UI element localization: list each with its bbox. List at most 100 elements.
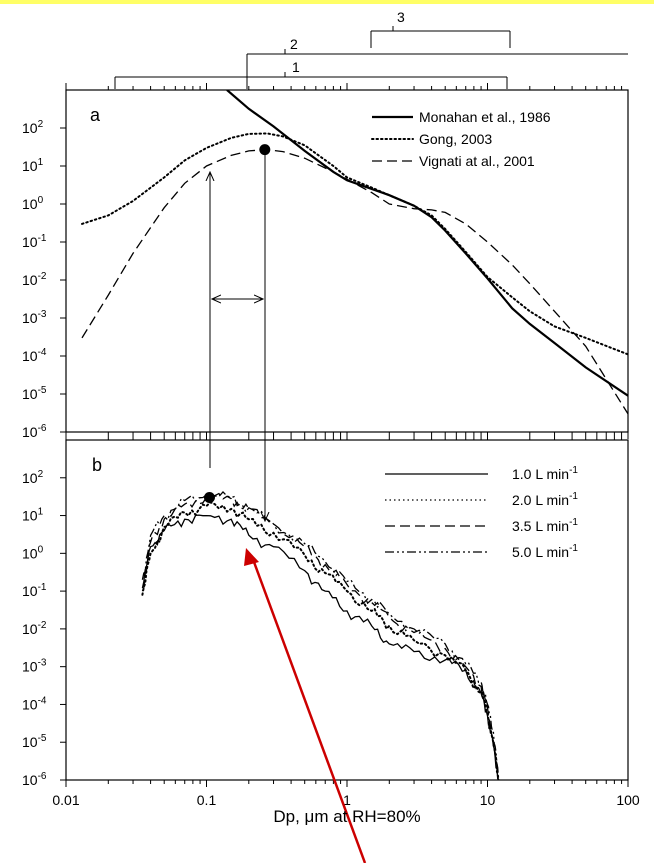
x-axis-title: Dp, μm at RH=80% bbox=[273, 807, 420, 826]
legend-unit: L min bbox=[535, 466, 569, 482]
panel-a-highlight bbox=[259, 144, 271, 156]
y-tick-base: 10 bbox=[22, 158, 38, 174]
panel-b-series bbox=[141, 490, 500, 780]
legend-flow-value: 5.0 bbox=[512, 544, 535, 560]
y-tick-base: 10 bbox=[22, 696, 38, 712]
y-tick-label: 100 bbox=[22, 195, 44, 212]
size-range-1: 1 bbox=[114, 59, 508, 89]
y-tick-base: 10 bbox=[22, 583, 38, 599]
y-tick-exponent: -5 bbox=[38, 385, 47, 396]
y-tick-exponent: -6 bbox=[38, 771, 47, 782]
legend-unit: L min bbox=[535, 544, 569, 560]
y-tick-label: 102 bbox=[22, 469, 44, 486]
series-line-b-0 bbox=[141, 514, 500, 780]
peak-marker bbox=[259, 144, 271, 156]
legend-entry: 1.0 L min-1 bbox=[512, 465, 578, 482]
red-arrow-shaft bbox=[252, 561, 367, 863]
size-range-brackets: 1 2 3 bbox=[114, 9, 628, 89]
y-tick-label: 10-2 bbox=[22, 271, 47, 288]
y-tick-base: 10 bbox=[22, 734, 38, 750]
red-arrow-head bbox=[244, 548, 259, 566]
y-tick-label: 10-2 bbox=[22, 620, 47, 637]
y-tick-exponent: 1 bbox=[38, 507, 44, 518]
size-range-2: 2 bbox=[246, 36, 628, 89]
y-tick-exponent: -1 bbox=[38, 582, 47, 593]
series-line-a-2 bbox=[81, 148, 628, 415]
y-tick-exponent: -4 bbox=[38, 347, 47, 358]
y-tick-base: 10 bbox=[22, 772, 38, 788]
panel-b-frame bbox=[65, 439, 629, 781]
legend-entry: Monahan et al., 1986 bbox=[419, 109, 551, 125]
y-tick-base: 10 bbox=[22, 120, 38, 136]
annotation-arrows bbox=[210, 152, 265, 521]
y-tick-exponent: 1 bbox=[38, 157, 44, 168]
red-pointer-arrow bbox=[244, 548, 367, 863]
panel-a-series bbox=[81, 90, 628, 415]
panel-b-label: b bbox=[92, 455, 102, 475]
size-range-3: 3 bbox=[370, 9, 511, 48]
series-line-b-1 bbox=[141, 501, 500, 780]
top-color-strip bbox=[0, 0, 654, 4]
x-tick-label: 0.01 bbox=[52, 792, 79, 808]
range-3-label: 3 bbox=[397, 9, 405, 25]
y-tick-base: 10 bbox=[22, 508, 38, 524]
panel-b-x-tick-labels: 0.01 0.1 1 10 100 bbox=[52, 792, 640, 808]
y-tick-exponent: -3 bbox=[38, 658, 47, 669]
legend-unit-exponent: -1 bbox=[569, 491, 578, 502]
y-tick-exponent: 2 bbox=[38, 469, 44, 480]
y-tick-base: 10 bbox=[22, 310, 38, 326]
series-line-b-2 bbox=[141, 492, 500, 780]
y-tick-label: 10-1 bbox=[22, 233, 47, 250]
y-tick-label: 100 bbox=[22, 544, 44, 561]
y-tick-exponent: 0 bbox=[38, 195, 44, 206]
mu-symbol: μ bbox=[305, 807, 315, 826]
y-tick-exponent: -6 bbox=[38, 423, 47, 434]
panel-a-legend: Monahan et al., 1986 Gong, 2003 Vignati at… bbox=[371, 109, 551, 169]
legend-flow-value: 3.5 bbox=[512, 518, 535, 534]
y-tick-exponent: -1 bbox=[38, 233, 47, 244]
y-tick-label: 101 bbox=[22, 157, 44, 174]
panel-a-ticks bbox=[60, 83, 629, 439]
y-tick-base: 10 bbox=[22, 424, 38, 440]
y-tick-label: 10-6 bbox=[22, 771, 47, 788]
legend-unit-exponent: -1 bbox=[569, 465, 578, 476]
y-tick-label: 10-3 bbox=[22, 309, 47, 326]
y-tick-base: 10 bbox=[22, 272, 38, 288]
legend-entry: 2.0 L min-1 bbox=[512, 491, 578, 508]
y-tick-exponent: 0 bbox=[38, 544, 44, 555]
legend-entry: Gong, 2003 bbox=[419, 131, 492, 147]
y-tick-exponent: -2 bbox=[38, 620, 47, 631]
y-tick-exponent: -2 bbox=[38, 271, 47, 282]
y-tick-base: 10 bbox=[22, 470, 38, 486]
y-tick-exponent: -5 bbox=[38, 733, 47, 744]
y-tick-base: 10 bbox=[22, 348, 38, 364]
range-2-label: 2 bbox=[290, 36, 298, 52]
x-tick-label: 10 bbox=[480, 792, 496, 808]
legend-unit-exponent: -1 bbox=[569, 517, 578, 528]
y-tick-label: 101 bbox=[22, 507, 44, 524]
legend-flow-value: 2.0 bbox=[512, 492, 535, 508]
x-tick-label: 100 bbox=[616, 792, 640, 808]
legend-unit: L min bbox=[535, 492, 569, 508]
legend-unit: L min bbox=[535, 518, 569, 534]
panel-b-ticks bbox=[60, 433, 629, 787]
y-tick-base: 10 bbox=[22, 545, 38, 561]
y-tick-exponent: 2 bbox=[38, 119, 44, 130]
y-tick-exponent: -4 bbox=[38, 695, 47, 706]
legend-flow-value: 1.0 bbox=[512, 466, 535, 482]
peak-marker bbox=[203, 492, 215, 504]
series-line-a-1 bbox=[81, 132, 628, 356]
legend-entry: 5.0 L min-1 bbox=[512, 543, 578, 560]
legend-unit-exponent: -1 bbox=[569, 543, 578, 554]
y-tick-label: 102 bbox=[22, 119, 44, 136]
panel-a-label: a bbox=[90, 105, 101, 125]
y-tick-base: 10 bbox=[22, 196, 38, 212]
y-tick-label: 10-3 bbox=[22, 658, 47, 675]
panel-b-legend: 1.0 L min-12.0 L min-13.5 L min-15.0 L m… bbox=[385, 465, 578, 560]
panel-a-frame bbox=[65, 89, 629, 433]
y-tick-base: 10 bbox=[22, 621, 38, 637]
